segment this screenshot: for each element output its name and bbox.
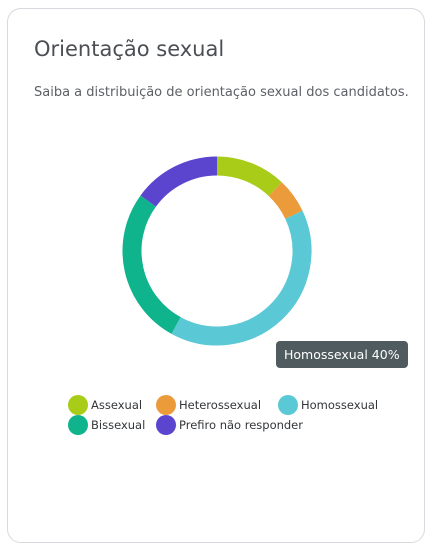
legend-label: Heterossexual bbox=[179, 398, 262, 412]
donut-slice-assexual[interactable] bbox=[216, 156, 282, 197]
card-title: Orientação sexual bbox=[34, 37, 225, 61]
legend-label: Assexual bbox=[91, 398, 143, 412]
legend-swatch bbox=[156, 415, 176, 435]
donut-slice-prefiro-nao-responder[interactable] bbox=[140, 156, 218, 207]
donut-slice-heterossexual[interactable] bbox=[268, 182, 303, 220]
legend-label: Prefiro não responder bbox=[179, 418, 303, 432]
legend-item-bissexual[interactable]: Bissexual bbox=[68, 415, 145, 435]
legend-item-homossexual[interactable]: Homossexual bbox=[278, 395, 378, 415]
legend-swatch bbox=[156, 395, 176, 415]
chart-legend: Assexual Heterossexual Homossexual Bissexua… bbox=[68, 395, 388, 441]
legend-item-heterossexual[interactable]: Heterossexual bbox=[156, 395, 261, 415]
legend-swatch bbox=[68, 395, 88, 415]
card-subtitle: Saiba a distribuição de orientação sexua… bbox=[34, 85, 409, 100]
donut-slice-bissexual[interactable] bbox=[122, 195, 181, 334]
orientation-card: Orientação sexual Saiba a distribuição d… bbox=[7, 8, 425, 543]
legend-label: Bissexual bbox=[91, 418, 146, 432]
legend-swatch bbox=[68, 415, 88, 435]
donut-chart bbox=[122, 156, 312, 346]
legend-swatch bbox=[278, 395, 298, 415]
legend-label: Homossexual bbox=[301, 398, 379, 412]
legend-item-assexual[interactable]: Assexual bbox=[68, 395, 142, 415]
legend-item-prefiro-nao-responder[interactable]: Prefiro não responder bbox=[156, 415, 303, 435]
donut-slice-homossexual[interactable] bbox=[171, 210, 312, 346]
chart-tooltip: Homossexual 40% bbox=[276, 341, 408, 368]
